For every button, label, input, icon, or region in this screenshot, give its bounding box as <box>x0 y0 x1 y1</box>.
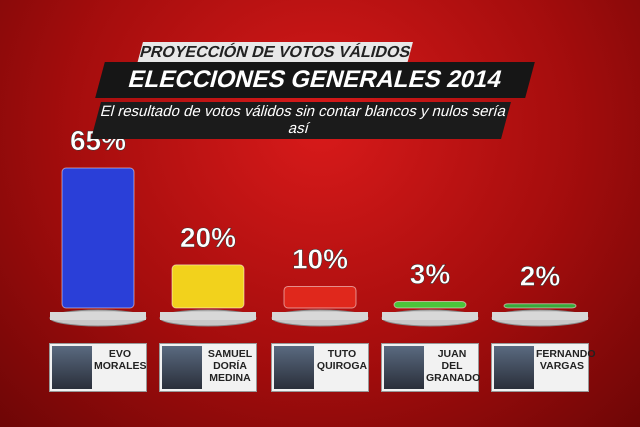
bar-base <box>272 312 368 320</box>
value-label: 20% <box>180 222 236 253</box>
candidate-name: SAMUEL DORÍA MEDINA <box>207 348 253 384</box>
candidate-photo <box>274 346 314 389</box>
candidate-name: FERNANDO VARGAS <box>536 348 596 372</box>
candidate-plate: FERNANDO VARGAS <box>491 343 596 392</box>
bar <box>393 301 467 309</box>
value-label: 2% <box>520 261 561 292</box>
bar <box>503 303 577 309</box>
value-label: 10% <box>292 243 348 274</box>
candidate-photo <box>162 346 202 389</box>
chart-title: ELECCIONES GENERALES 2014 <box>95 62 535 98</box>
candidate-photo <box>384 346 424 389</box>
candidate-name: EVO MORALES <box>94 348 147 372</box>
candidate-photo <box>52 346 92 389</box>
bar-base <box>160 312 256 320</box>
bar <box>283 285 357 309</box>
candidate-name: TUTO QUIROGA <box>316 348 368 372</box>
supertitle: PROYECCIÓN DE VOTOS VÁLIDOS <box>137 42 413 64</box>
candidate-plate: JUAN DEL GRANADO <box>381 343 481 392</box>
bar-base <box>382 312 478 320</box>
bar <box>61 167 135 309</box>
bar-base <box>50 312 146 320</box>
candidate-plate: TUTO QUIROGA <box>271 343 369 392</box>
candidate-photo <box>494 346 534 389</box>
candidate-plate: EVO MORALES <box>49 343 147 392</box>
candidate-plate: SAMUEL DORÍA MEDINA <box>159 343 257 392</box>
bar-base <box>492 312 588 320</box>
subtitle: El resultado de votos válidos sin contar… <box>91 102 511 139</box>
bar <box>171 264 245 309</box>
candidate-name: JUAN DEL GRANADO <box>426 348 481 384</box>
value-label: 3% <box>410 259 451 290</box>
